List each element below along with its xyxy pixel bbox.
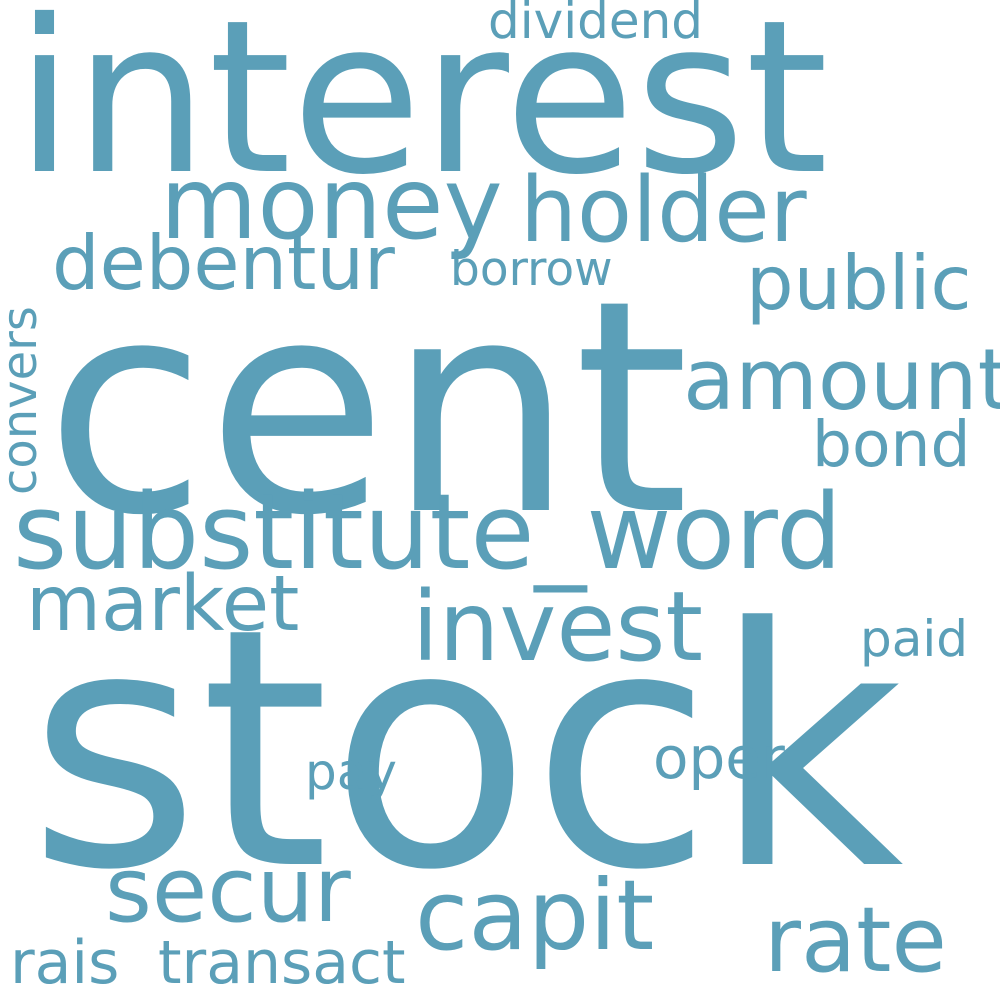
word-convers: convers	[0, 306, 48, 495]
word-public: public	[746, 239, 972, 327]
word-transact: transact	[158, 928, 406, 998]
word-bond: bond	[812, 408, 971, 481]
word-invest: invest	[412, 571, 704, 683]
word-capit: capit	[415, 859, 655, 972]
word-substitute_word: substitute_word	[13, 471, 843, 593]
word-money: money	[160, 145, 503, 262]
word-market: market	[26, 560, 300, 649]
word-amount: amount	[683, 331, 1000, 430]
word-interest: interest	[15, 0, 829, 221]
word-cent: cent	[45, 238, 690, 580]
word-rate: rate	[764, 888, 947, 993]
word-holder: holder	[520, 158, 807, 263]
word-borrow: borrow	[450, 242, 613, 297]
word-oper: oper	[653, 724, 785, 792]
word-stock: stock	[28, 558, 904, 942]
word-pay: pay	[305, 743, 397, 801]
word-paid: paid	[860, 610, 969, 668]
word-secur: secur	[105, 838, 351, 943]
word-debentur: debentur	[52, 219, 395, 307]
word-rais: rais	[10, 928, 120, 998]
word-dividend: dividend	[488, 0, 704, 50]
